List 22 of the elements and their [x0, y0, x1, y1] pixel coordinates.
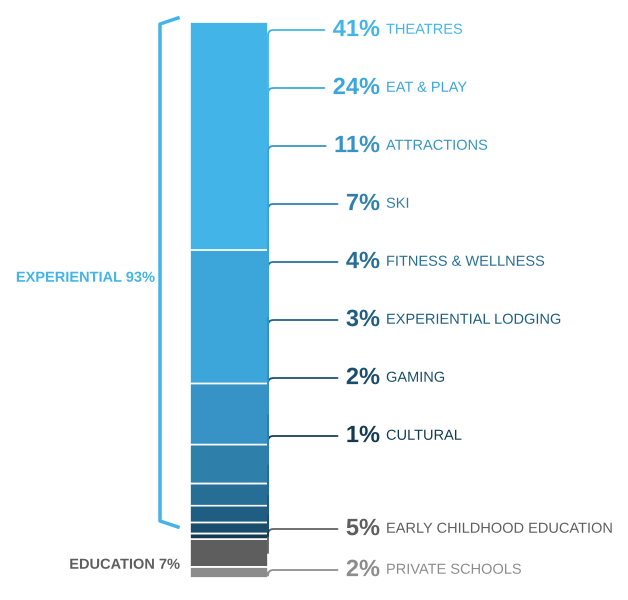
text: FITNESS & WELLNESS [387, 256, 544, 266]
text: THEATRES [386, 24, 462, 34]
text: EAT & PLAY [387, 82, 467, 92]
text: EDUCATION 7% [70, 558, 180, 569]
data-label: 4% [346, 252, 380, 268]
text: EXPERIENTIAL LODGING [387, 314, 560, 324]
text: EXPERIENTIAL 93% [16, 272, 155, 282]
text: GAMING [386, 372, 444, 382]
data-label: 2% [346, 368, 380, 384]
data-label: 5% [346, 518, 380, 536]
data-label: 11% [336, 136, 380, 152]
data-label: 2% [346, 560, 380, 576]
text: CULTURAL [386, 430, 462, 440]
data-label: 24% [334, 78, 380, 94]
text: SKI [386, 198, 408, 208]
data-label: 3% [346, 310, 380, 326]
data-label: 1% [347, 426, 380, 442]
data-label: 41% [333, 20, 380, 36]
text: ATTRACTIONS [386, 140, 488, 150]
data-label: 7% [346, 194, 380, 210]
text: PRIVATE SCHOOLS [387, 564, 521, 574]
text: EARLY CHILDHOOD EDUCATION [387, 522, 612, 533]
